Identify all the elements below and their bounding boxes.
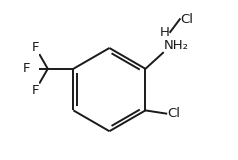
Text: F: F [31,41,39,54]
Text: F: F [31,84,39,97]
Text: Cl: Cl [181,13,193,26]
Text: NH₂: NH₂ [164,39,189,52]
Text: F: F [22,62,30,75]
Text: Cl: Cl [167,107,180,120]
Text: H: H [159,25,169,39]
